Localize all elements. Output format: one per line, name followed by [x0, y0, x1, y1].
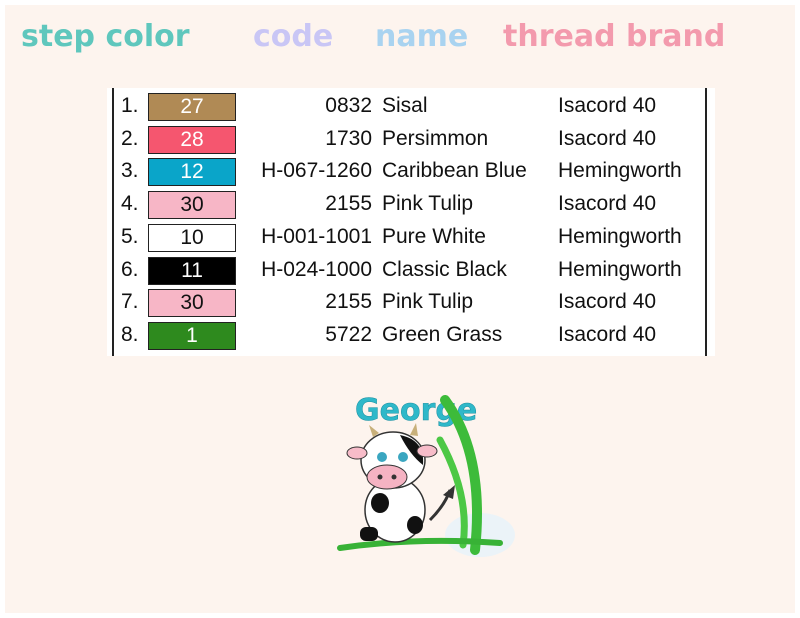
thread-brand: Isacord 40 [558, 192, 657, 216]
step-number: 3. [121, 159, 139, 183]
color-swatch: 10 [148, 223, 236, 252]
thread-name: Green Grass [382, 322, 503, 346]
thread-name: Caribbean Blue [382, 159, 527, 183]
thread-brand: Hemingworth [558, 159, 682, 183]
thread-name: Sisal [382, 94, 428, 117]
table-row: 6. 11 H-024-1000 Classic Black Hemingwor… [107, 254, 715, 287]
header-code: code [253, 19, 334, 54]
thread-code: H-024-1000 [261, 257, 372, 281]
header-step-color: step color [21, 19, 190, 54]
step-number: 7. [121, 290, 139, 314]
thread-code: 5722 [325, 322, 372, 346]
thread-name: Classic Black [382, 257, 507, 281]
step-number: 8. [121, 322, 139, 346]
thread-color-table: 1. 27 0832 Sisal Isacord 40 2. 28 1730 Pe… [107, 88, 715, 356]
color-swatch: 27 [148, 93, 236, 121]
table-row: 4. 30 2155 Pink Tulip Isacord 40 [107, 188, 715, 221]
color-swatch: 12 [148, 158, 236, 187]
step-number: 6. [121, 257, 139, 281]
thread-name: Pink Tulip [382, 290, 474, 314]
step-number: 2. [121, 126, 139, 150]
step-number: 5. [121, 224, 139, 248]
thread-code: H-067-1260 [261, 159, 372, 183]
color-swatch: 11 [148, 256, 236, 285]
step-number: 1. [121, 94, 139, 117]
thread-code: 2155 [325, 192, 372, 216]
table-row: 8. 1 5722 Green Grass Isacord 40 [107, 319, 715, 352]
color-swatch: 30 [148, 289, 236, 318]
thread-code: 1730 [325, 126, 372, 150]
table-row: 2. 28 1730 Persimmon Isacord 40 [107, 123, 715, 156]
header-name: name [375, 19, 469, 54]
thread-code: H-001-1001 [261, 224, 372, 248]
color-swatch: 30 [148, 191, 236, 220]
table-right-border [705, 88, 707, 356]
header-thread-brand: thread brand [503, 19, 726, 54]
thread-brand: Isacord 40 [558, 94, 657, 117]
thread-brand: Isacord 40 [558, 290, 657, 314]
table-row: 3. 12 H-067-1260 Caribbean Blue Hemingwo… [107, 155, 715, 188]
color-swatch: 28 [148, 125, 236, 154]
thread-name: Pure White [382, 224, 486, 248]
color-swatch: 1 [148, 321, 236, 350]
table-row: 7. 30 2155 Pink Tulip Isacord 40 [107, 286, 715, 319]
thread-brand: Hemingworth [558, 224, 682, 248]
table-row: 1. 27 0832 Sisal Isacord 40 [107, 90, 715, 123]
cow-embroidery-design: George [337, 393, 515, 557]
step-number: 4. [121, 192, 139, 216]
thread-brand: Isacord 40 [558, 126, 657, 150]
thread-name: Pink Tulip [382, 192, 474, 216]
table-left-border [112, 88, 114, 356]
thread-brand: Hemingworth [558, 257, 682, 281]
thread-code: 0832 [325, 94, 372, 117]
thread-name: Persimmon [382, 126, 489, 150]
table-row: 5. 10 H-001-1001 Pure White Hemingworth [107, 221, 715, 254]
thread-brand: Isacord 40 [558, 322, 657, 346]
thread-code: 2155 [325, 290, 372, 314]
